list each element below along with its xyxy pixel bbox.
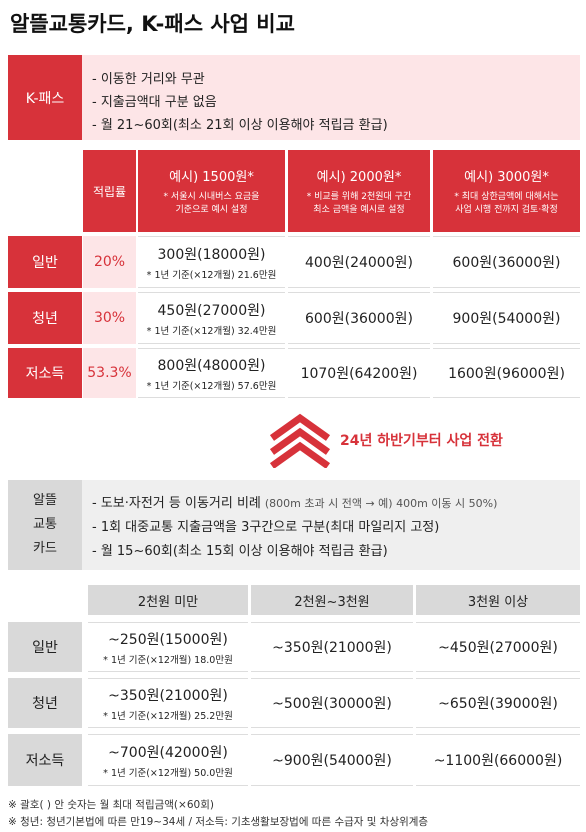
label-line: 교통 bbox=[33, 517, 57, 532]
value: 400원(24000원) bbox=[305, 255, 413, 271]
value-cell: ~350원(21000원) * 1년 기준(×12개월) 25.2만원 bbox=[88, 678, 248, 728]
header-note: 최소 금액을 예시로 설정 bbox=[313, 204, 405, 215]
value: 800원(48000원) bbox=[157, 357, 266, 374]
bullet: - 월 21~60회(최소 21회 이상 이용해야 적립금 환급) bbox=[92, 118, 388, 133]
value-cell: ~250원(15000원) * 1년 기준(×12개월) 18.0만원 bbox=[88, 622, 248, 672]
row-label: 일반 bbox=[8, 236, 82, 288]
header-note: 기준으로 예시 설정 bbox=[175, 204, 248, 215]
value-cell: 300원(18000원) * 1년 기준(×12개월) 21.6만원 bbox=[138, 236, 285, 288]
bullet-note: (800m 초과 시 전액 → 예) 400m 이동 시 50%) bbox=[264, 497, 498, 510]
row-label: 청년 bbox=[8, 292, 82, 344]
header-cell: 2천원~3천원 bbox=[251, 585, 413, 615]
bullet: - 이동한 거리와 무관 bbox=[92, 72, 205, 87]
value-cell: ~700원(42000원) * 1년 기준(×12개월) 50.0만원 bbox=[88, 734, 248, 786]
value: ~1100원(66000원) bbox=[433, 753, 563, 769]
header-note: * 최대 상한금액에 대해서는 bbox=[454, 191, 559, 202]
header-cell: 2천원 미만 bbox=[88, 585, 248, 615]
value: ~350원(21000원) bbox=[108, 687, 228, 704]
value: 900원(54000원) bbox=[452, 311, 561, 327]
value: ~450원(27000원) bbox=[438, 640, 558, 656]
header-title: 예시) 2000원* bbox=[316, 169, 402, 185]
bullet-row: - 1회 대중교통 지출금액을 3구간으로 구분(최대 마일리지 고정) bbox=[92, 516, 439, 535]
rate: 53.3% bbox=[83, 348, 136, 398]
value-cell: ~650원(39000원) bbox=[416, 678, 580, 728]
label-line: 알뜰 bbox=[33, 493, 57, 508]
value: 300원(18000원) bbox=[157, 246, 266, 263]
row-label: 일반 bbox=[8, 622, 82, 672]
value: ~650원(39000원) bbox=[438, 696, 558, 712]
value-cell: ~450원(27000원) bbox=[416, 622, 580, 672]
title: 알뜰교통카드, K-패스 사업 비교 bbox=[10, 12, 295, 36]
header-cell: 3천원 이상 bbox=[416, 585, 580, 615]
value-cell: ~900원(54000원) bbox=[251, 734, 413, 786]
value-cell: ~1100원(66000원) bbox=[416, 734, 580, 786]
value-cell: 600원(36000원) bbox=[288, 292, 430, 344]
value-cell: 400원(24000원) bbox=[288, 236, 430, 288]
value-cell: 800원(48000원) * 1년 기준(×12개월) 57.6만원 bbox=[138, 348, 285, 398]
value: ~700원(42000원) bbox=[108, 744, 228, 761]
value: 600원(36000원) bbox=[305, 311, 413, 327]
value-cell: ~500원(30000원) bbox=[251, 678, 413, 728]
value-note: * 1년 기준(×12개월) 25.2만원 bbox=[103, 710, 233, 722]
value: 450원(27000원) bbox=[157, 302, 266, 319]
value-note: * 1년 기준(×12개월) 50.0만원 bbox=[103, 767, 233, 779]
value: 1600원(96000원) bbox=[448, 366, 565, 382]
header-cell: 적립률 bbox=[83, 150, 136, 232]
label-line: 카드 bbox=[33, 541, 57, 556]
value: 600원(36000원) bbox=[452, 255, 561, 271]
value: ~500원(30000원) bbox=[272, 696, 392, 712]
bullet: - 월 15~60회(최소 15회 이상 이용해야 적립금 환급) bbox=[92, 544, 388, 559]
value-note: * 1년 기준(×12개월) 21.6만원 bbox=[146, 269, 277, 281]
value-cell: 450원(27000원) * 1년 기준(×12개월) 32.4만원 bbox=[138, 292, 285, 344]
rate: 20% bbox=[83, 236, 136, 288]
kpass-panel bbox=[8, 55, 580, 140]
value-cell: ~350원(21000원) bbox=[251, 622, 413, 672]
row-label: 청년 bbox=[8, 678, 82, 728]
rate: 30% bbox=[83, 292, 136, 344]
bullet: - 1회 대중교통 지출금액을 3구간으로 구분(최대 마일리지 고정) bbox=[92, 520, 440, 535]
value-note: * 1년 기준(×12개월) 18.0만원 bbox=[103, 654, 233, 666]
row-label: 저소득 bbox=[8, 348, 82, 398]
value-cell: 600원(36000원) bbox=[433, 236, 580, 288]
value: ~350원(21000원) bbox=[272, 640, 392, 656]
value-cell: 900원(54000원) bbox=[433, 292, 580, 344]
header-title: 예시) 1500원* bbox=[169, 169, 254, 185]
alddeul-panel bbox=[8, 480, 580, 570]
header-note: * 비교를 위해 2천원대 구간 bbox=[306, 191, 412, 202]
bullet: - 도보·자전거 등 이동거리 비례 bbox=[92, 496, 261, 511]
value: ~250원(15000원) bbox=[108, 631, 228, 648]
header-title: 예시) 3000원* bbox=[464, 169, 549, 185]
transition: 24년 하반기부터 사업 전환 bbox=[340, 433, 503, 449]
header-note: 사업 시행 전까지 검토·확정 bbox=[455, 204, 558, 215]
header-note: * 서울시 시내버스 요금을 bbox=[163, 191, 260, 202]
value-cell: 1070원(64200원) bbox=[288, 348, 430, 398]
value: 1070원(64200원) bbox=[300, 366, 418, 382]
chevrons bbox=[269, 413, 331, 468]
kpass-label: K-패스 bbox=[8, 55, 82, 140]
footnote: ※ 청년: 청년기본법에 따른 만19~34세 / 저소득: 기초생활보장법에 … bbox=[8, 816, 429, 828]
value: ~900원(54000원) bbox=[272, 753, 392, 769]
bullet-row: - 도보·자전거 등 이동거리 비례 (800m 초과 시 전액 → 예) 400… bbox=[92, 492, 497, 511]
row-label: 저소득 bbox=[8, 734, 82, 786]
bullet: - 지출금액대 구분 없음 bbox=[92, 95, 217, 110]
value-note: * 1년 기준(×12개월) 57.6만원 bbox=[146, 380, 277, 392]
value-cell: 1600원(96000원) bbox=[433, 348, 580, 398]
bullet-row: - 월 15~60회(최소 15회 이상 이용해야 적립금 환급) bbox=[92, 540, 388, 559]
value-note: * 1년 기준(×12개월) 32.4만원 bbox=[146, 325, 277, 337]
footnote: ※ 괄호( ) 안 숫자는 월 최대 적립금액(×60회) bbox=[8, 799, 214, 811]
